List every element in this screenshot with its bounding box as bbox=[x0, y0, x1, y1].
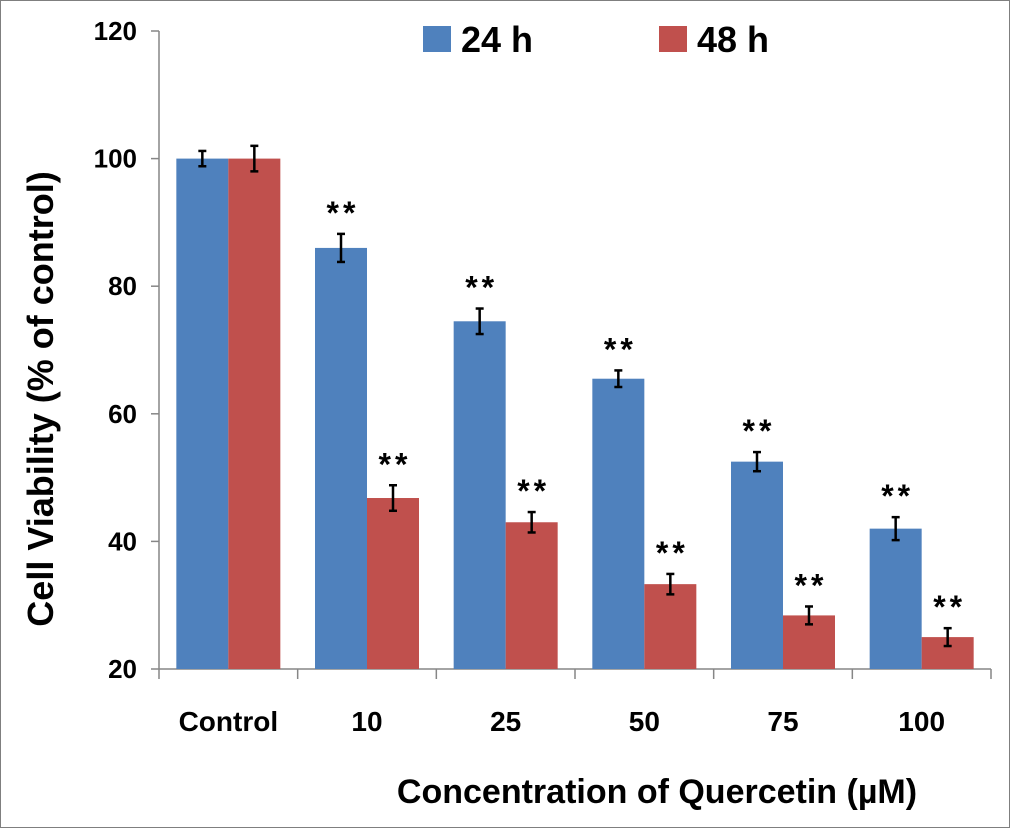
bar bbox=[367, 498, 419, 669]
x-tick-label: 50 bbox=[629, 706, 660, 737]
significance-marker: ** bbox=[743, 413, 776, 449]
significance-marker: ** bbox=[933, 589, 966, 625]
bar bbox=[869, 528, 922, 669]
bar bbox=[228, 158, 281, 669]
x-axis-label: Concentration of Quercetin (µM) bbox=[397, 773, 917, 811]
x-tick-label: 10 bbox=[351, 706, 382, 737]
significance-marker: ** bbox=[881, 478, 914, 514]
axes: 20 40 60 80 100 120 Control 10 25 50 75 100 bbox=[94, 16, 992, 737]
legend-swatch bbox=[659, 26, 687, 52]
y-axis-label: Cell Viability (% of control) bbox=[20, 171, 61, 626]
significance-marker: ** bbox=[604, 331, 637, 367]
bar bbox=[176, 158, 229, 669]
y-tick-label: 100 bbox=[94, 144, 137, 174]
bar bbox=[505, 522, 558, 669]
legend-label: 48 h bbox=[697, 19, 769, 60]
y-tick-label: 80 bbox=[108, 271, 137, 301]
bar bbox=[592, 378, 645, 669]
significance-marker: ** bbox=[465, 270, 498, 306]
labels: ** ** ** ** ** ** ** ** ** ** bbox=[327, 195, 966, 625]
significance-marker: ** bbox=[517, 473, 550, 509]
legend-label: 24 h bbox=[461, 19, 533, 60]
legend: 24 h 48 h bbox=[423, 19, 769, 60]
significance-marker: ** bbox=[379, 446, 412, 482]
x-tick-label: Control bbox=[179, 706, 279, 737]
bar bbox=[315, 247, 367, 670]
significance-marker: ** bbox=[656, 535, 689, 571]
bars bbox=[176, 144, 974, 670]
x-tick-label: 100 bbox=[898, 706, 945, 737]
legend-swatch bbox=[423, 26, 451, 52]
bar bbox=[644, 584, 697, 669]
significance-marker: ** bbox=[327, 195, 360, 231]
x-tick-label: 25 bbox=[490, 706, 521, 737]
y-tick-label: 120 bbox=[94, 16, 137, 46]
significance-marker: ** bbox=[795, 567, 828, 603]
y-tick-label: 60 bbox=[108, 399, 137, 429]
bar bbox=[453, 321, 506, 669]
y-tick-label: 20 bbox=[108, 654, 137, 684]
bar bbox=[731, 461, 783, 669]
x-tick-label: 75 bbox=[767, 706, 798, 737]
y-tick-label: 40 bbox=[108, 526, 137, 556]
